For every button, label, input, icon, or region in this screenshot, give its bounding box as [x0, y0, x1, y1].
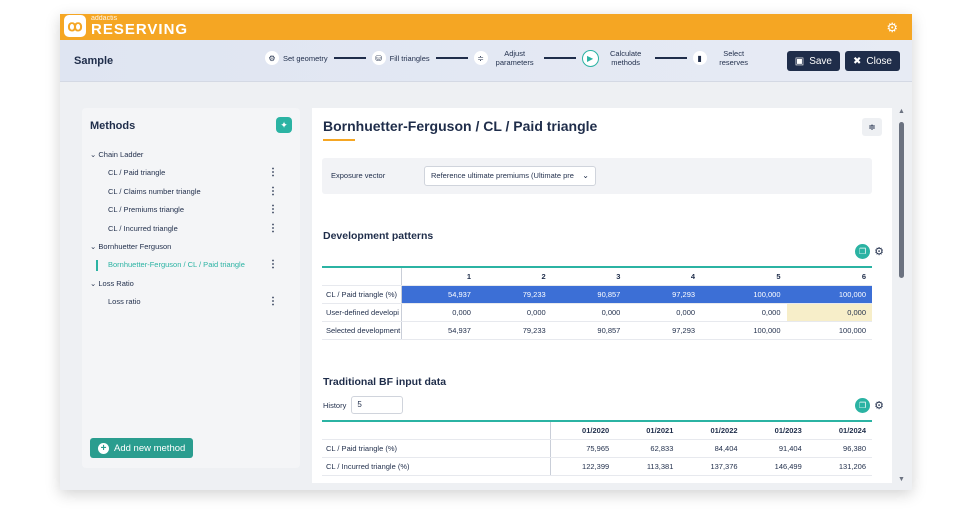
title-underline: [323, 139, 355, 141]
brand-name: RESERVING: [91, 21, 189, 38]
app-window: ꝏ addactis RESERVING ⚙ Sample ⚙ Set geom…: [60, 14, 912, 490]
project-name: Sample: [74, 55, 114, 67]
top-bar: ꝏ addactis RESERVING ⚙: [60, 14, 912, 40]
tree-item[interactable]: CL / Incurred triangle ⋮: [90, 220, 294, 239]
kebab-menu-icon[interactable]: ⋮: [268, 204, 278, 215]
tree-item[interactable]: CL / Premiums triangle ⋮: [90, 201, 294, 220]
step-calculate-methods[interactable]: ▶ Calculate methods: [581, 49, 649, 68]
add-new-method-button[interactable]: + Add new method: [90, 438, 194, 458]
chevron-down-icon: ⌄: [582, 171, 589, 180]
tree-item[interactable]: CL / Paid triangle ⋮: [90, 164, 294, 183]
step-select-reserves[interactable]: ▮ Select reserves: [692, 49, 757, 68]
step-connector: [435, 57, 468, 60]
logo: ꝏ addactis RESERVING: [64, 15, 188, 37]
sliders-icon[interactable]: ≑: [862, 118, 882, 136]
exposure-box: Exposure vector Reference ultimate premi…: [322, 158, 872, 194]
tree-group-chain-ladder[interactable]: ⌄ Chain Ladder: [90, 150, 144, 159]
table-row[interactable]: CL / Paid triangle (%) 54,937 79,233 90,857…: [322, 285, 872, 304]
development-patterns-title: Development patterns: [323, 230, 434, 242]
copy-icon[interactable]: ❐: [855, 244, 871, 259]
method-detail-panel: Bornhuetter-Ferguson / CL / Paid triangl…: [312, 108, 892, 483]
tree-item[interactable]: Loss ratio ⋮: [90, 293, 294, 312]
step-fill-triangles[interactable]: ⛁ Fill triangles: [371, 51, 430, 66]
dev-toolbar: ❐ ⚙: [855, 244, 884, 259]
table-row[interactable]: Selected development 54,937 79,233 90,857 97…: [322, 321, 872, 340]
close-button[interactable]: ✖ Close: [845, 51, 900, 71]
bf-toolbar: ❐ ⚙: [855, 398, 884, 413]
gear-icon[interactable]: ⚙: [874, 400, 884, 412]
step-set-geometry[interactable]: ⚙ Set geometry: [265, 51, 328, 66]
brand-small: addactis: [91, 15, 118, 22]
kebab-menu-icon[interactable]: ⋮: [268, 167, 278, 178]
exposure-label: Exposure vector: [331, 171, 386, 180]
table-row[interactable]: CL / Incurred triangle (%) 122,399 113,381…: [322, 457, 872, 476]
save-button[interactable]: ▣ Save: [786, 51, 840, 71]
plus-icon: +: [98, 442, 109, 454]
tree-group-bornhuetter-ferguson[interactable]: ⌄ Bornhuetter Ferguson: [90, 242, 172, 251]
bf-input-table: 01/2020 01/2021 01/2022 01/2023 01/2024 CL /…: [322, 420, 872, 476]
kebab-menu-icon[interactable]: ⋮: [268, 222, 278, 234]
bf-input-title: Traditional BF input data: [323, 376, 447, 388]
table-header-row: 01/2020 01/2021 01/2022 01/2023 01/2024: [322, 420, 872, 440]
scroll-up-icon[interactable]: ▲: [898, 108, 905, 115]
step-adjust-parameters[interactable]: ≑ Adjust parameters: [473, 49, 538, 68]
gear-icon: ⚙: [265, 51, 279, 66]
methods-title: Methods: [90, 120, 136, 132]
step-connector: [543, 57, 576, 60]
save-icon: ▣: [794, 55, 805, 67]
methods-tree: ⌄ Chain Ladder CL / Paid triangle ⋮ CL / …: [90, 146, 294, 311]
table-row[interactable]: User-defined developi 0,000 0,000 0,000 0,00…: [322, 303, 872, 322]
tree-item[interactable]: CL / Claims number triangle ⋮: [90, 183, 294, 202]
pin-icon[interactable]: ✦: [276, 117, 292, 133]
logo-mark-icon: ꝏ: [64, 15, 86, 37]
history-field: History 5: [323, 396, 404, 414]
tree-item-selected[interactable]: Bornhuetter-Ferguson / CL / Paid triangl…: [90, 256, 294, 275]
play-icon: ▶: [581, 49, 599, 67]
workflow-steps: ⚙ Set geometry ⛁ Fill triangles ≑ Adjust…: [265, 49, 757, 68]
vertical-scrollbar[interactable]: ▲ ▼: [898, 108, 906, 483]
settings-gear-icon[interactable]: ⚙: [886, 20, 898, 35]
step-connector: [654, 57, 687, 60]
database-icon: ⛁: [371, 51, 386, 66]
table-row[interactable]: CL / Paid triangle (%) 75,965 62,833 84,404…: [322, 439, 872, 458]
sliders-icon: ≑: [473, 51, 488, 66]
page-title: Bornhuetter-Ferguson / CL / Paid triangl…: [323, 118, 598, 134]
bar-chart-icon: ▮: [692, 51, 707, 66]
methods-panel: Methods ✦ ⌄ Chain Ladder CL / Paid trian…: [82, 108, 300, 468]
scroll-thumb[interactable]: [899, 122, 904, 278]
exposure-vector-select[interactable]: Reference ultimate premiums (Ultimate pr…: [424, 166, 596, 186]
kebab-menu-icon[interactable]: ⋮: [268, 185, 278, 197]
history-input[interactable]: 5: [351, 396, 404, 414]
copy-icon[interactable]: ❐: [855, 398, 871, 413]
step-connector: [333, 57, 366, 60]
workflow-bar: Sample ⚙ Set geometry ⛁ Fill triangles ≑…: [60, 40, 912, 82]
close-icon: ✖: [853, 55, 862, 67]
scroll-down-icon[interactable]: ▼: [898, 476, 905, 483]
tree-group-loss-ratio[interactable]: ⌄ Loss Ratio: [90, 278, 134, 288]
gear-icon[interactable]: ⚙: [874, 246, 884, 258]
kebab-menu-icon[interactable]: ⋮: [268, 295, 278, 307]
kebab-menu-icon[interactable]: ⋮: [268, 259, 278, 270]
